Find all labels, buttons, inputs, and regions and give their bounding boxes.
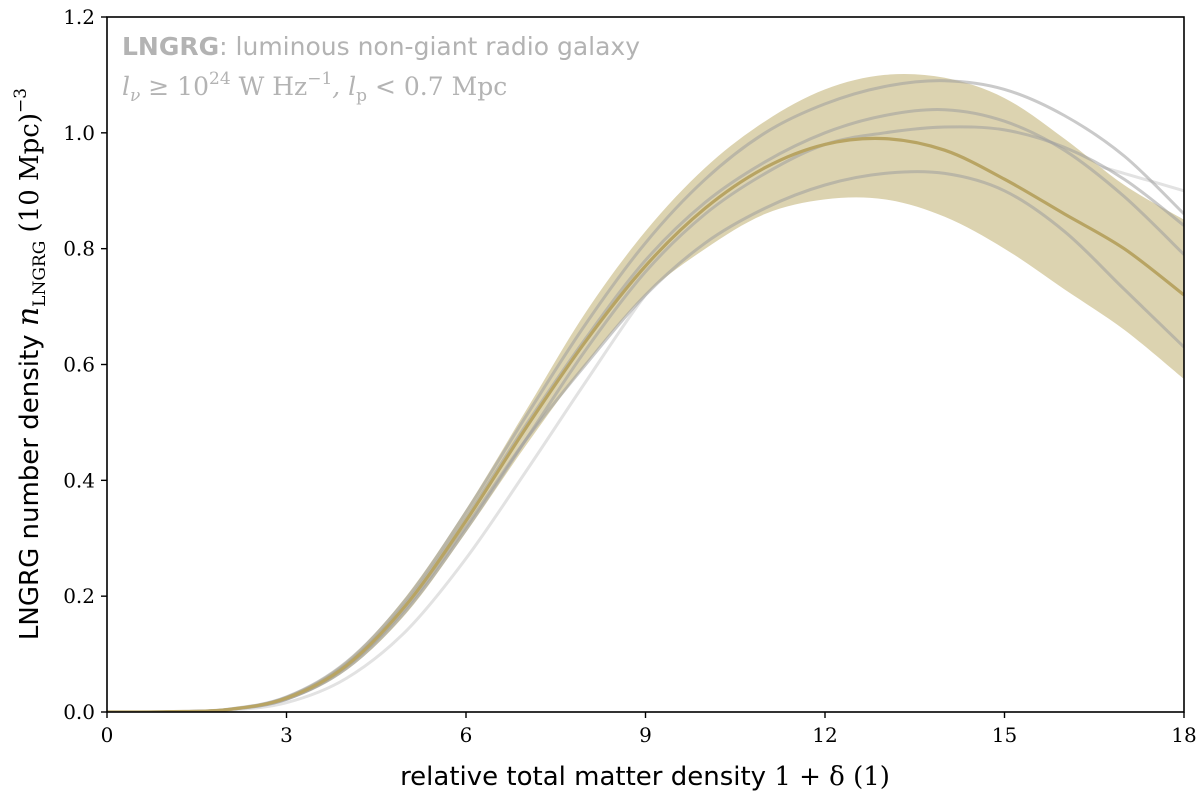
- x-tick-label: 6: [460, 723, 473, 747]
- annotation-bold: LNGRG: [122, 32, 219, 61]
- x-tick-label: 12: [812, 723, 837, 747]
- x-tick-label: 3: [280, 723, 293, 747]
- plot-area: [107, 73, 1184, 712]
- x-tick-label: 9: [639, 723, 652, 747]
- y-tick-label: 0.0: [63, 700, 95, 724]
- y-tick-label: 0.4: [63, 468, 95, 492]
- annotation-lp: , l: [332, 72, 356, 101]
- y-axis-label-unit-exp: −3: [11, 88, 31, 113]
- y-axis-label-sub: LNGRG: [30, 241, 50, 307]
- y-tick-label: 0.2: [63, 584, 95, 608]
- y-axis-label-unit: (10 Mpc): [15, 113, 45, 232]
- x-tick-label: 15: [992, 723, 1017, 747]
- x-tick-label: 0: [101, 723, 114, 747]
- y-tick-label: 1.0: [63, 121, 95, 145]
- x-axis-label: relative total matter density 1 + δ (1): [400, 762, 890, 792]
- y-axis-label-n: n: [11, 307, 46, 326]
- annotation-geq-sup: 24: [209, 69, 231, 89]
- y-tick-label: 0.8: [63, 237, 95, 261]
- mean-curve: [107, 136, 1184, 712]
- annotation-unit-sup: −1: [307, 69, 332, 89]
- x-axis-label-text: relative total matter density: [400, 762, 766, 792]
- y-axis-label-text: LNGRG number density: [15, 334, 45, 640]
- annotation-unit: W Hz: [231, 72, 308, 101]
- annotation-rest: : luminous non-giant radio galaxy: [219, 32, 640, 61]
- annotation-line-2: lν ≥ 1024 W Hz−1, lp < 0.7 Mpc: [122, 69, 507, 106]
- annotation-line-1: LNGRG: luminous non-giant radio galaxy: [122, 32, 640, 61]
- x-axis-label-math: 1 + δ (1): [774, 762, 890, 792]
- y-axis-label: LNGRG number density nLNGRG (10 Mpc)−3: [11, 88, 50, 640]
- x-tick-label: 18: [1171, 723, 1196, 747]
- y-tick-label: 0.6: [63, 353, 95, 377]
- uncertainty-band: [107, 73, 1184, 712]
- annotation-mpc: < 0.7 Mpc: [367, 72, 507, 101]
- y-tick-label: 1.2: [63, 5, 95, 29]
- annotation-l-sub: ν: [130, 86, 140, 106]
- axis-ticks: 0 3 6 9 12 15 18 0.0 0.2 0.4 0.6 0.8 1.0 1.2: [63, 5, 1197, 747]
- annotation-geq: ≥ 10: [140, 72, 209, 101]
- annotation-l: l: [122, 72, 130, 101]
- annotation-lp-sub: p: [356, 86, 367, 106]
